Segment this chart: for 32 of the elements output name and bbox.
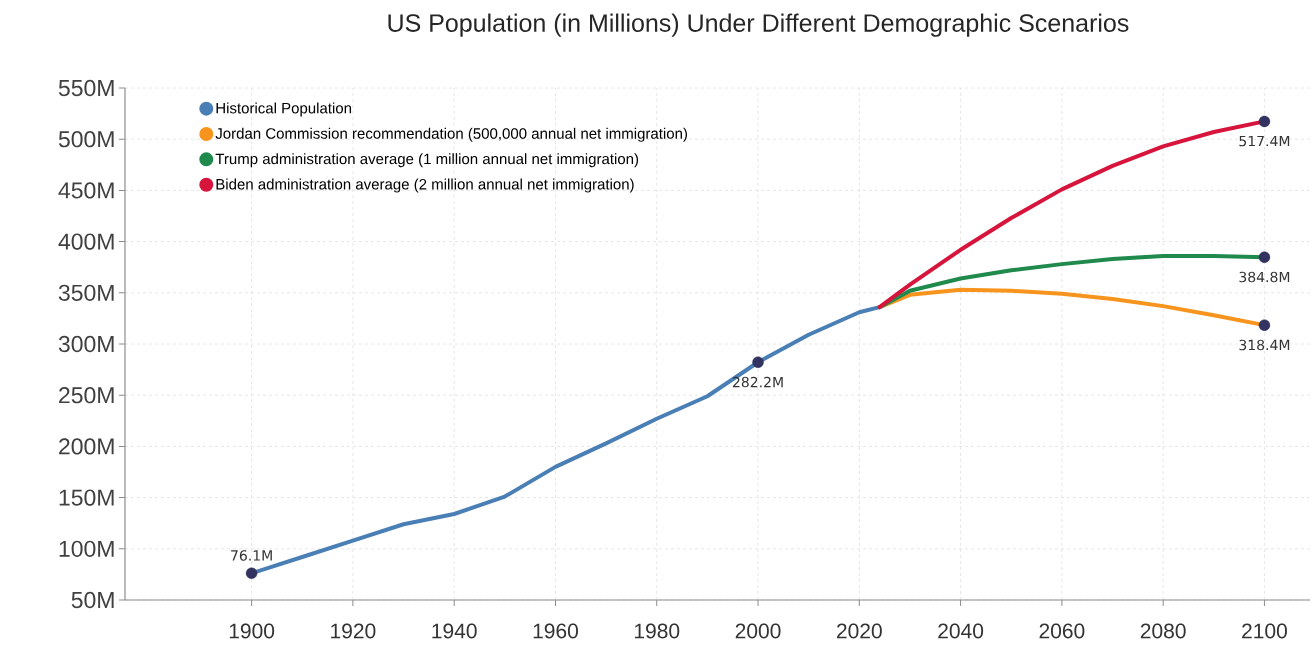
x-tick-label: 2100: [1242, 623, 1287, 639]
data-label: 282.2M: [732, 376, 783, 388]
data-label: 384.8M: [1239, 271, 1290, 283]
x-tick-label: 1940: [432, 623, 477, 639]
y-tick-label: 250M: [59, 387, 114, 404]
x-tick-label: 1960: [533, 623, 578, 639]
y-tick-label: 200M: [59, 438, 114, 455]
x-tick-label: 1900: [229, 623, 275, 639]
y-tick-label: 550M: [58, 79, 114, 97]
legend-label: Jordan Commission recommendation (500,000 annual net immigration): [215, 127, 687, 142]
legend-label: Historical Population: [216, 102, 352, 117]
data-label: 76.1M: [231, 550, 272, 561]
x-tick-label: 2020: [836, 623, 882, 639]
y-tick-label: 50M: [71, 591, 114, 609]
x-tick-label: 1920: [331, 623, 376, 639]
y-tick-label: 450M: [58, 182, 114, 199]
y-tick-label: 500M: [58, 131, 114, 148]
legend-label: Trump administration average (1 million annual net immigration): [215, 153, 639, 168]
y-tick-label: 100M: [59, 540, 114, 557]
x-tick-label: 2000: [735, 623, 781, 639]
x-tick-label: 2040: [938, 623, 984, 639]
y-tick-label: 400M: [58, 233, 114, 250]
data-label: 517.4M: [1239, 135, 1290, 147]
x-tick-label: 2080: [1140, 623, 1186, 639]
chart-title: US Population (in Millions) Under Different Demographic Scenarios: [388, 13, 1129, 37]
x-tick-label: 2060: [1039, 623, 1085, 639]
y-tick-label: 350M: [58, 284, 114, 301]
y-tick-label: 150M: [59, 489, 114, 506]
y-tick-label: 300M: [58, 335, 114, 353]
legend-label: Biden administration average (2 million annual net immigration): [216, 178, 634, 193]
data-label: 318.4M: [1239, 339, 1290, 351]
x-tick-label: 1980: [634, 623, 680, 639]
